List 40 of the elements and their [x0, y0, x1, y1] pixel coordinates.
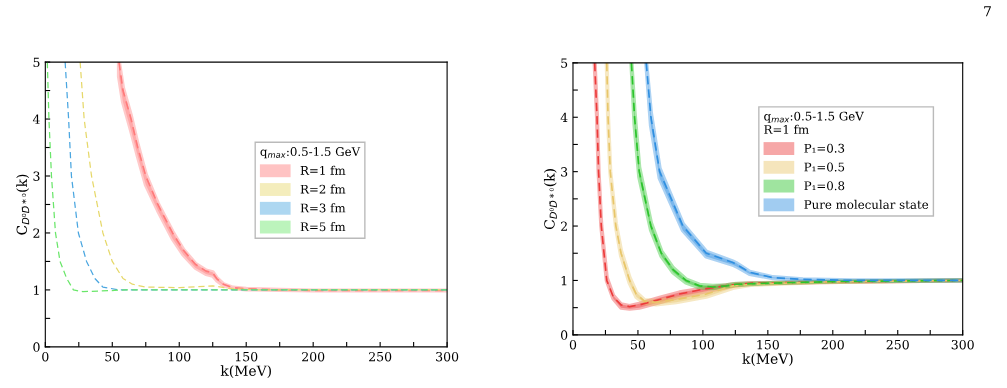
y-tick-label: 2 — [33, 228, 40, 238]
x-tick-label: 300 — [951, 339, 974, 350]
legend-title: q$_{max}$:0.5-1.5 GeV — [260, 147, 361, 159]
x-tick-label: 200 — [302, 351, 325, 362]
legend-label: P₁=0.5 — [804, 162, 845, 172]
legend-label: P₁=0.3 — [804, 143, 845, 153]
x-tick-label: 250 — [886, 339, 909, 350]
y-tick-label: 4 — [560, 112, 568, 122]
x-tick-label: 100 — [692, 339, 714, 350]
x-tick-label: 0 — [42, 351, 49, 362]
legend-label: Pure molecular state — [804, 199, 929, 209]
y-tick-label: 4 — [32, 114, 40, 124]
legend-label: R=1 fm — [300, 165, 346, 175]
legend-label: R=3 fm — [300, 203, 346, 213]
y-tick-label: 5 — [561, 58, 568, 68]
y-tick-label: 1 — [561, 275, 567, 286]
x-tick-label: 50 — [105, 351, 120, 362]
x-tick-label: 0 — [569, 339, 577, 350]
x-tick-label: 200 — [821, 339, 844, 350]
legend-label: R=5 fm — [300, 222, 346, 232]
legend-label: P₁=0.8 — [804, 181, 845, 191]
x-tick-label: 100 — [168, 351, 191, 362]
x-tick-label: 150 — [757, 339, 779, 350]
x-tick-label: 50 — [631, 339, 646, 350]
y-tick-label: 3 — [33, 171, 40, 181]
y-tick-label: 2 — [561, 221, 567, 231]
y-tick-label: 0 — [560, 330, 568, 340]
y-tick-label: 1 — [34, 285, 39, 295]
legend-title: q$_{max}$:0.5-1.5 GeV R=1 fm — [764, 111, 864, 134]
x-tick-label: 250 — [369, 351, 392, 362]
text: 7 — [984, 6, 991, 17]
x-tick-label: 150 — [235, 351, 258, 362]
x-axis-title: k(MeV) — [742, 353, 793, 366]
legend-label: R=2 fm — [300, 184, 346, 194]
x-axis-title: k(MeV) — [220, 365, 271, 378]
y-axis-title: C$_{D⁰D̄*⁰}$(k) — [543, 169, 557, 230]
y-tick-label: 5 — [33, 57, 40, 68]
y-axis-title: C$_{D⁰D̄*⁰}$(k) — [16, 174, 30, 235]
x-tick-label: 300 — [436, 351, 459, 362]
y-tick-label: 3 — [561, 167, 568, 177]
